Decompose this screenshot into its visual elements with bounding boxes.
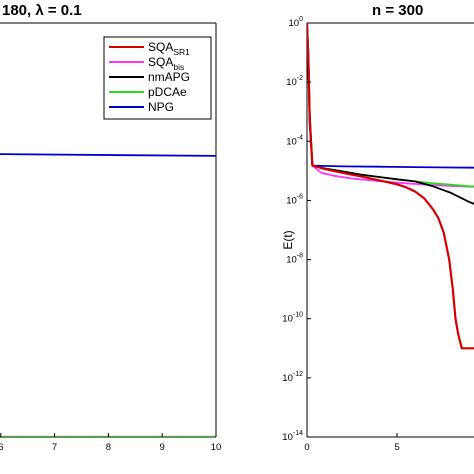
legend-label-pdcae: pDCAe (148, 85, 187, 99)
right-series-group (307, 23, 474, 350)
right-series-nmapg (307, 25, 474, 205)
right-y-axis-ticks: 100 10-2 10-4 10-6 10-8 10-10 10-12 10-14 (282, 16, 311, 443)
left-x-tick-label: 10 (211, 442, 222, 453)
left-series-npg (0, 153, 217, 157)
right-x-tick-label: 5 (394, 442, 399, 453)
right-series-sqa-bis (307, 25, 474, 188)
left-series-group (0, 153, 217, 437)
right-y-tick-label: 10-4 (286, 134, 303, 147)
left-x-tick-label: 9 (160, 442, 165, 453)
legend-label-sqasr1: SQASR1 (148, 40, 190, 57)
right-y-axis-label: E(t) (281, 230, 295, 249)
right-y-tick-label: 10-2 (286, 75, 303, 88)
left-chart-title: 180, λ = 0.1 (2, 2, 82, 19)
right-y-tick-label: 10-6 (286, 193, 303, 206)
left-chart: 180, λ = 0.1 6 7 8 9 10 SQASR1SQAbisnmAPGpDC… (0, 2, 221, 453)
right-series-pdcae (307, 25, 474, 188)
right-y-tick-label: 10-8 (286, 253, 303, 266)
legend-label-sqabis: SQAbis (148, 55, 184, 72)
right-y-tick-label: 10-12 (282, 371, 303, 384)
right-y-tick-label: 10-14 (282, 430, 303, 443)
right-chart-title: n = 300 (372, 2, 423, 19)
legend-label-npg: NPG (148, 100, 174, 114)
right-series-sqa-sr1 (307, 23, 474, 350)
left-x-tick-label: 7 (52, 442, 57, 453)
right-y-tick-label: 10-10 (282, 312, 303, 325)
left-x-tick-label: 6 (0, 442, 3, 453)
right-series-npg (307, 23, 474, 169)
legend-label-nmapg: nmAPG (148, 70, 190, 84)
right-y-tick-label: 100 (289, 16, 304, 29)
left-plot-area (0, 22, 217, 438)
left-x-axis-ticks: 6 7 8 9 10 (0, 433, 221, 453)
right-plot-area (306, 22, 474, 438)
right-chart: n = 300 100 10-2 10-4 10-6 10-8 10-10 10-12 10-… (281, 2, 474, 453)
left-x-tick-label: 8 (106, 442, 111, 453)
right-x-tick-label: 0 (304, 442, 309, 453)
